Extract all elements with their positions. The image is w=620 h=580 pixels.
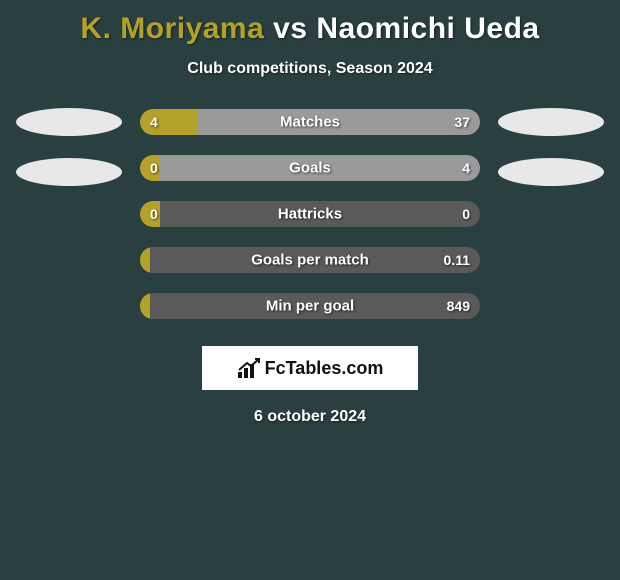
player2-name: Naomichi Ueda xyxy=(316,12,539,45)
title-vs: vs xyxy=(273,12,307,45)
spacer xyxy=(16,200,122,228)
stat-label: Goals per match xyxy=(140,252,480,269)
player2-marker xyxy=(498,158,604,186)
stat-value-right: 849 xyxy=(447,298,470,314)
stat-value-left: 4 xyxy=(150,114,158,130)
spacer xyxy=(16,246,122,274)
stat-value-left: 0 xyxy=(150,206,158,222)
stats-container: Matches437Goals04Hattricks00Goals per ma… xyxy=(0,108,620,320)
spacer xyxy=(498,200,604,228)
stat-row: Goals0 4 xyxy=(0,154,620,182)
stat-value-right: 4 xyxy=(462,160,470,176)
stat-row: Hattricks0 0 xyxy=(0,200,620,228)
stat-bar: Goals per match0.11 xyxy=(140,247,480,273)
player1-name: K. Moriyama xyxy=(80,12,264,45)
stat-bar: Matches4 37 xyxy=(140,109,480,135)
player2-marker xyxy=(498,108,604,136)
stat-row: Matches4 37 xyxy=(0,108,620,136)
stat-label: Matches xyxy=(140,114,480,131)
stat-value-left: 0 xyxy=(150,160,158,176)
spacer xyxy=(498,292,604,320)
stat-row: Goals per match0.11 xyxy=(0,246,620,274)
stat-bar: Min per goal849 xyxy=(140,293,480,319)
spacer xyxy=(498,246,604,274)
player1-marker xyxy=(16,158,122,186)
stat-value-right: 0 xyxy=(462,206,470,222)
stat-label: Hattricks xyxy=(140,206,480,223)
date-label: 6 october 2024 xyxy=(0,408,620,426)
stat-value-right: 37 xyxy=(454,114,470,130)
comparison-title: K. Moriyama vs Naomichi Ueda xyxy=(0,0,620,46)
stat-label: Goals xyxy=(140,160,480,177)
logo-box: FcTables.com xyxy=(202,346,418,390)
chart-arrow-icon xyxy=(237,358,261,378)
logo-text: FcTables.com xyxy=(265,358,384,379)
subtitle: Club competitions, Season 2024 xyxy=(0,60,620,78)
stat-bar: Goals0 4 xyxy=(140,155,480,181)
stat-row: Min per goal849 xyxy=(0,292,620,320)
player1-marker xyxy=(16,108,122,136)
stat-label: Min per goal xyxy=(140,298,480,315)
spacer xyxy=(16,292,122,320)
stat-value-right: 0.11 xyxy=(444,252,470,268)
stat-bar: Hattricks0 0 xyxy=(140,201,480,227)
